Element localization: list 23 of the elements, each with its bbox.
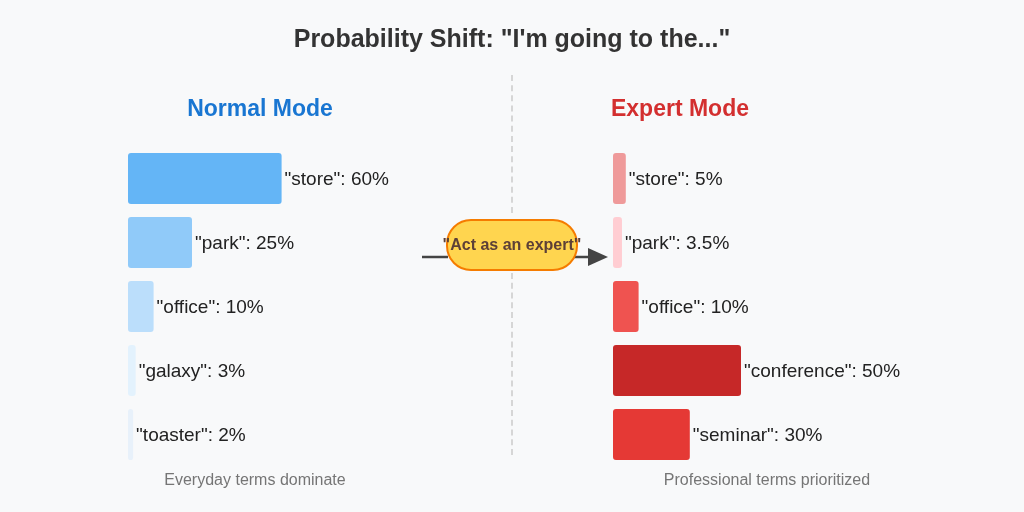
data-label: "seminar": 30% — [692, 424, 823, 445]
data-label: "park": 25% — [195, 232, 295, 253]
bar — [613, 217, 622, 268]
text: Professional terms prioritized — [663, 470, 871, 488]
data-label: "store": 5% — [628, 168, 723, 189]
text: Everyday terms dominate — [164, 470, 346, 488]
bar — [613, 153, 626, 204]
data-label: "office": 10% — [156, 296, 264, 317]
bar — [613, 345, 741, 396]
chart-title: Normal Mode — [187, 94, 333, 121]
data-label: "galaxy": 3% — [138, 360, 246, 381]
chart-title: Expert Mode — [610, 94, 750, 121]
data-label: "office": 10% — [641, 296, 749, 317]
bar — [613, 409, 690, 460]
data-label: "conference": 50% — [744, 360, 901, 381]
data-label: "toaster": 2% — [136, 424, 246, 445]
data-label: "store": 60% — [284, 168, 390, 189]
text: Probability Shift: "I'm going to the..." — [292, 24, 732, 53]
bar — [128, 153, 282, 204]
bar — [128, 281, 154, 332]
bar — [128, 217, 192, 268]
bar — [613, 281, 639, 332]
data-label: "park": 3.5% — [624, 232, 730, 253]
